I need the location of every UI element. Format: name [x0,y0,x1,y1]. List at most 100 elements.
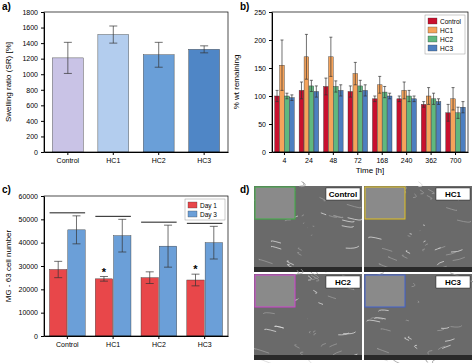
micrograph: HC3 [364,273,473,363]
texture-stroke [265,329,277,331]
texture-stroke [406,320,409,322]
error-bar [64,42,72,73]
error-bar [334,81,337,92]
error-bar [383,86,386,97]
bar [348,92,353,152]
micrograph-label: HC2 [335,278,352,287]
y-tick-label: 0 [34,149,38,156]
micrograph-background [254,274,362,360]
error-bar [427,88,430,105]
y-tick-label: 250 [254,9,266,16]
y-tick-mark [41,243,44,244]
error-bar [192,274,200,286]
error-bar [403,82,406,99]
x-tick-mark [357,152,358,155]
micrograph-texture [254,269,357,363]
y-tick-mark [41,28,44,29]
bar [285,96,290,152]
panel-label: d) [240,184,249,195]
y-tick-mark [41,152,44,153]
error-bar [452,88,455,110]
legend-swatch [188,211,197,217]
x-tick: 168 [376,152,388,164]
y-tick-mark [41,43,44,44]
x-tick-label: HC1 [106,157,120,164]
plot-frame [44,12,228,152]
texture-stroke [294,345,299,348]
texture-stroke [321,213,326,215]
x-tick-mark [158,152,159,155]
legend-label: Day 1 [200,202,217,210]
y-tick-label: 1000 [22,71,38,78]
texture-stroke [377,348,389,352]
error-bar [54,261,62,277]
y-tick-label: 400 [26,118,38,125]
texture-stroke [408,337,412,339]
y-axis-title: MG - 63 cell number [4,229,13,302]
bar [68,230,85,336]
x-axis: 4244872168240362700 [273,152,469,164]
y-tick-mark [269,124,272,125]
x-tick: HC1 [106,152,120,164]
y-tick: 10000 [19,309,44,316]
x-axis: ControlHC1HC2HC3 [45,152,229,164]
y-tick: 50000 [19,216,44,223]
texture-stroke [313,331,315,333]
texture-stroke [333,351,342,355]
texture-stroke [428,189,434,193]
x-tick-label: HC1 [106,341,120,348]
y-tick: 1800 [22,9,44,16]
texture-stroke [259,259,273,263]
plot-frame [272,12,468,152]
micrograph: HC2 [254,269,362,363]
texture-stroke [343,332,355,334]
x-tick: 48 [329,152,337,164]
y-tick-mark [269,68,272,69]
y-tick: 60000 [19,193,44,200]
x-tick-mark [204,152,205,155]
plot: 0501001502002504244872168240362700% wt r… [232,9,469,175]
x-tick-label: 48 [329,157,337,164]
bar [275,96,280,152]
y-tick-label: 100 [254,93,266,100]
y-tick-mark [269,12,272,13]
y-tick: 1400 [22,40,44,47]
x-tick: 240 [401,152,413,164]
bar [98,35,129,152]
bar [187,280,204,336]
texture-stroke [338,333,349,335]
micrograph-label-box [436,188,470,200]
error-bar [305,34,308,79]
panel-label: c) [2,184,11,195]
bar [407,96,412,152]
texture-stroke [445,339,454,342]
error-bar [461,102,464,113]
texture-stroke [298,269,303,274]
x-tick-mark [308,152,309,155]
texture-stroke [254,349,269,354]
x-tick: 362 [425,152,437,164]
error-bar [210,226,218,259]
texture-stroke [427,195,432,199]
y-tick-label: 1600 [22,24,38,31]
x-tick: 24 [305,152,313,164]
x-tick-mark [204,336,205,339]
micrograph-scale-strip [254,355,362,360]
significance-line [95,216,131,217]
texture-stroke [297,253,301,256]
texture-stroke [437,261,444,265]
x-tick-label: 240 [401,157,413,164]
legend-label: Day 3 [200,211,217,219]
error-bar [329,37,332,76]
texture-stroke [329,344,337,347]
plot: 020040060080010001200140016001800Control… [4,9,229,164]
micrograph-background [364,274,472,360]
error-bar [310,80,313,91]
x-tick-mark [406,152,407,155]
micrograph-scale-strip [364,267,472,272]
legend-box [425,15,465,54]
texture-stroke [423,249,425,251]
y-tick-label: 20000 [19,286,39,293]
error-bar [280,40,283,90]
y-tick: 0 [262,149,272,156]
